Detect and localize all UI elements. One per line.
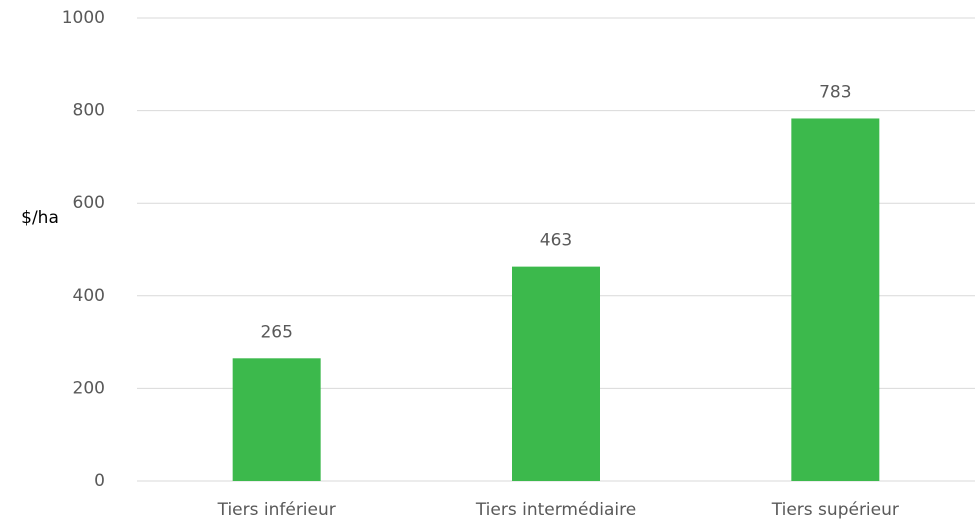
x-tick-label: Tiers supérieur [771, 500, 899, 520]
y-tick-label: 1000 [62, 8, 105, 28]
bar [791, 118, 880, 481]
x-tick-label: Tiers inférieur [217, 500, 336, 520]
data-label: 265 [260, 322, 292, 342]
data-label: 463 [540, 231, 572, 251]
bar [232, 358, 321, 481]
y-tick-label: 600 [73, 193, 105, 213]
y-axis-label: $/ha [21, 208, 59, 228]
y-tick-label: 800 [73, 101, 105, 121]
data-label: 783 [819, 82, 851, 102]
y-tick-label: 400 [73, 286, 105, 306]
y-tick-label: 0 [94, 471, 105, 491]
y-tick-label: 200 [73, 378, 105, 398]
x-tick-label: Tiers intermédiaire [475, 500, 636, 520]
bar [512, 266, 600, 481]
